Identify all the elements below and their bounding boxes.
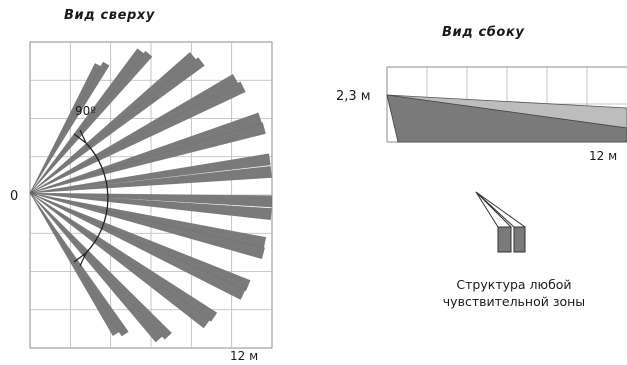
top-beam (29, 50, 153, 194)
top-beam (29, 192, 211, 329)
zone-caption-line2: чувствительной зоны (442, 294, 586, 309)
angle-label: 90º (75, 104, 96, 118)
top-beam (29, 61, 110, 194)
height-label: 2,3 м (336, 89, 371, 104)
zone-segment-right (513, 226, 526, 253)
top-beam (29, 192, 163, 343)
angle-arc (85, 142, 109, 254)
origin-label: 0 (10, 189, 19, 204)
top-beam (29, 192, 120, 336)
top-beam (29, 122, 266, 194)
angle-arrow-top (73, 129, 87, 144)
top-beam (29, 192, 273, 208)
top-view-title: Вид сверху (64, 8, 155, 23)
top-beam (29, 192, 265, 259)
zone-caption: Структура любой чувствительной зоны (430, 276, 598, 310)
top-range-label: 12 м (230, 349, 259, 363)
zone-caption-line1: Структура любой (456, 277, 572, 292)
top-beam (29, 57, 205, 194)
top-view-beams (29, 48, 273, 343)
zone-segment-left (497, 226, 512, 253)
top-beam (29, 192, 272, 220)
side-range-label: 12 м (589, 149, 618, 163)
side-view-title: Вид сбоку (442, 25, 525, 40)
angle-arrow-bottom (73, 252, 87, 267)
top-beam (29, 192, 246, 300)
top-beam (29, 81, 246, 194)
top-beam (29, 166, 272, 194)
top-beam (29, 153, 271, 194)
side-beam-dark (386, 94, 627, 143)
